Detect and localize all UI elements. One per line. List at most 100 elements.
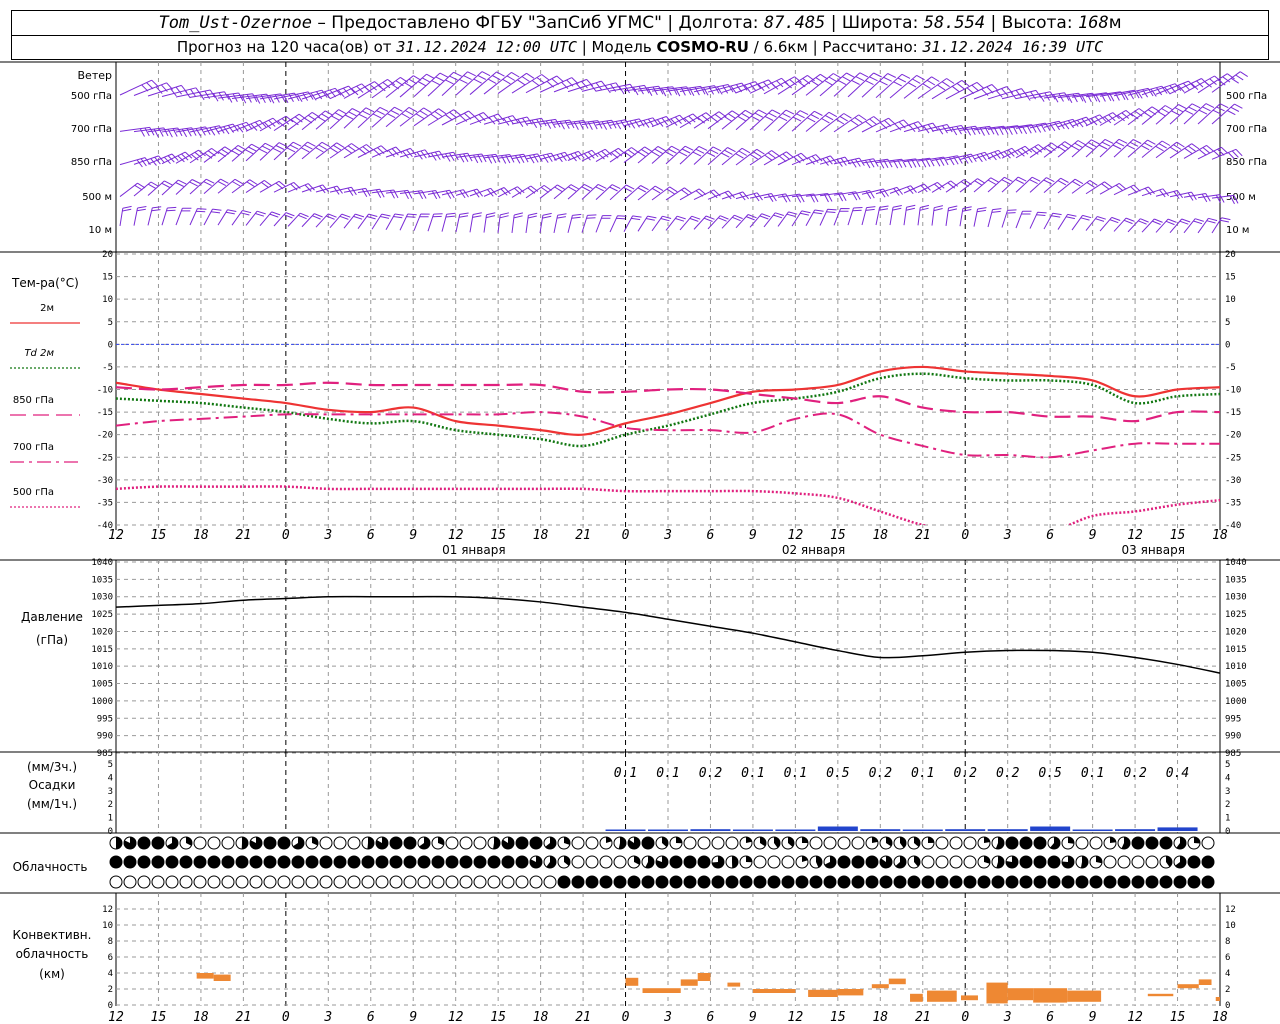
- precip-amount-label: 0.2: [1123, 766, 1147, 781]
- temp-panel-xtick: 18: [533, 528, 549, 543]
- precip-bar: [945, 829, 986, 831]
- cloud-symbol-fill: [166, 837, 178, 849]
- precip-amount-label: 0.4: [1166, 766, 1189, 781]
- wind-barb: [721, 109, 754, 130]
- temp-panel-xtick: 0: [622, 528, 630, 543]
- cloud-symbol: [599, 875, 613, 889]
- cloud-symbol-fill: [375, 837, 388, 849]
- wind-barb: [581, 82, 622, 94]
- wind-barb: [931, 205, 944, 226]
- wind-barb: [721, 214, 743, 229]
- cloud-symbol: [641, 875, 655, 889]
- forecast-time: 31.12.2024 12:00 UTC: [396, 38, 577, 56]
- cloud-symbol: [1019, 836, 1033, 850]
- temp-panel-xtick: 0: [961, 528, 969, 543]
- wind-barb: [1001, 145, 1033, 159]
- conv-bar: [1067, 990, 1102, 1002]
- cloud-symbol: [263, 836, 277, 850]
- alt-unit: м: [1108, 13, 1122, 33]
- wind-barb: [1015, 122, 1051, 133]
- cloud-symbol: [207, 875, 221, 889]
- precip-amount-label: 0.1: [784, 766, 807, 781]
- cloud-symbol: [1103, 855, 1117, 869]
- cloud-symbol: [487, 855, 501, 869]
- cloud-symbol: [193, 875, 207, 889]
- wind-barb: [259, 211, 281, 226]
- wind-level-label-right: 700 гПа: [1226, 124, 1267, 135]
- wind-barb: [427, 109, 462, 126]
- cloud-symbol: [277, 855, 291, 869]
- temp-legend-label: 500 гПа: [13, 487, 54, 498]
- cloud-symbol-fill: [606, 836, 612, 843]
- wind-barb: [903, 204, 916, 226]
- wind-barb: [581, 148, 613, 162]
- calc-label: | Рассчитано:: [812, 38, 918, 56]
- wind-barb: [371, 76, 409, 99]
- cloud-symbol: [445, 855, 459, 869]
- cloud-symbol: [277, 875, 291, 889]
- wind-barb: [399, 73, 435, 98]
- cloud-symbol: [221, 836, 235, 850]
- wind-barb: [1029, 211, 1047, 229]
- pressure-panel-ytick-right: 1025: [1225, 610, 1247, 620]
- wind-barb: [203, 123, 239, 135]
- wind-barb: [707, 110, 740, 130]
- temp-panel-xtick: 3: [323, 528, 332, 543]
- precip-bar: [775, 829, 816, 831]
- wind-barb: [1211, 217, 1231, 234]
- cloud-symbol: [809, 875, 823, 889]
- precip-amount-label: 0.2: [996, 766, 1020, 781]
- cloud-symbol: [1089, 836, 1103, 850]
- pressure-panel-ytick-right: 1000: [1225, 697, 1247, 707]
- wind-barb: [245, 93, 286, 104]
- cloud-symbol-fill: [419, 837, 430, 849]
- cloud-symbol: [193, 836, 207, 850]
- wind-barb: [567, 80, 608, 93]
- conv-panel-xtick: 21: [236, 1010, 252, 1024]
- conv-bar: [752, 989, 796, 993]
- temp-panel-ytick-right: -5: [1225, 363, 1236, 373]
- precip-bar: [732, 829, 773, 831]
- wind-barb: [805, 73, 842, 96]
- precip-amount-label: 0.2: [869, 766, 893, 781]
- cloud-symbol-fill: [914, 836, 921, 847]
- cloud-symbol: [935, 855, 949, 869]
- conv-bar: [1198, 979, 1212, 985]
- temp-panel-ytick-left: 0: [108, 340, 113, 350]
- cloud-symbol: [515, 875, 529, 889]
- cloud-symbol: [1033, 855, 1047, 869]
- cloud-symbol: [221, 855, 235, 869]
- wind-barb: [693, 146, 722, 165]
- temp-panel-xtick: 0: [282, 528, 290, 543]
- cloud-symbol-fill: [502, 836, 515, 849]
- wind-barb: [469, 212, 482, 233]
- cloud-symbol-fill: [816, 856, 823, 868]
- wind-barb: [973, 86, 1014, 100]
- cloud-symbol: [739, 875, 753, 889]
- wind-barb: [959, 178, 986, 193]
- cloud-symbol: [963, 836, 977, 850]
- cloud-symbol-fill: [788, 837, 794, 847]
- cloud-symbol: [1131, 875, 1145, 889]
- wind-barb: [133, 127, 169, 138]
- wind-barb: [1155, 218, 1177, 233]
- temp-panel-ytick-left: 10: [102, 295, 113, 305]
- cloud-symbol: [431, 855, 445, 869]
- cloud-symbol: [375, 855, 389, 869]
- precip-ytick-left: 0: [108, 827, 113, 837]
- wind-barb: [217, 209, 237, 226]
- temp-panel-xtick: 9: [1089, 528, 1097, 543]
- cloud-symbol-fill: [712, 856, 724, 868]
- wind-barb: [189, 178, 215, 195]
- cloud-symbol: [501, 875, 515, 889]
- conv-bar: [680, 979, 698, 986]
- wind-barb: [441, 152, 473, 163]
- wind-barb: [511, 153, 543, 164]
- wind-barb: [539, 77, 579, 93]
- wind-barb: [791, 73, 829, 96]
- wind-barb: [385, 106, 418, 128]
- cloud-symbol: [473, 875, 487, 889]
- wind-barb: [931, 79, 970, 100]
- wind-barb: [791, 210, 811, 227]
- wind-barb: [217, 178, 244, 194]
